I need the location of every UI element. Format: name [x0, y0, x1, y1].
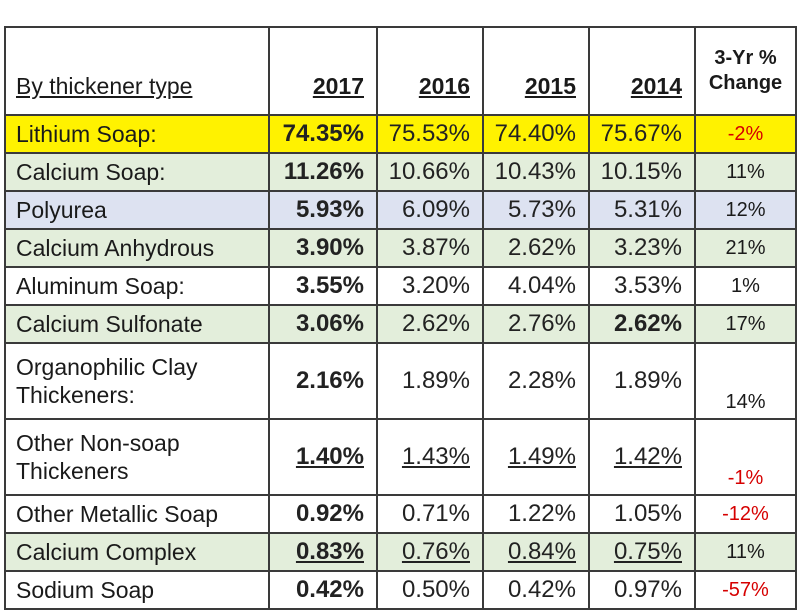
table-row: Calcium Sulfonate 3.06% 2.62% 2.76% 2.62… — [4, 304, 797, 344]
value-2014: 1.89% — [588, 342, 696, 420]
value-2014: 0.75% — [588, 532, 696, 572]
value-2015: 0.42% — [482, 570, 590, 610]
value-2017: 1.40% — [268, 418, 378, 496]
row-label: Other Metallic Soap — [4, 494, 270, 534]
table-row: Sodium Soap 0.42% 0.50% 0.42% 0.97% -57% — [4, 570, 797, 610]
change-value: 11% — [694, 532, 797, 572]
value-2016: 0.71% — [376, 494, 484, 534]
year-2016-header: 2016 — [376, 26, 484, 116]
value-2014: 5.31% — [588, 190, 696, 230]
thickener-table-container: By thickener type 2017 2016 2015 2014 3-… — [4, 26, 797, 610]
value-2017: 3.06% — [268, 304, 378, 344]
change-value: -2% — [694, 114, 797, 154]
value-2017: 5.93% — [268, 190, 378, 230]
change-value: 1% — [694, 266, 797, 306]
value-2016: 1.43% — [376, 418, 484, 496]
value-2017: 3.90% — [268, 228, 378, 268]
value-2016: 3.20% — [376, 266, 484, 306]
table-row: Other Non-soap Thickeners 1.40% 1.43% 1.… — [4, 418, 797, 496]
change-value: 11% — [694, 152, 797, 192]
value-2016: 2.62% — [376, 304, 484, 344]
change-column-header: 3-Yr % Change — [694, 26, 797, 116]
row-label: Calcium Complex — [4, 532, 270, 572]
value-2014: 1.05% — [588, 494, 696, 534]
row-label: Lithium Soap: — [4, 114, 270, 154]
value-2014: 3.23% — [588, 228, 696, 268]
row-label: Polyurea — [4, 190, 270, 230]
value-2015: 74.40% — [482, 114, 590, 154]
table-row: Calcium Anhydrous 3.90% 3.87% 2.62% 3.23… — [4, 228, 797, 268]
table-row: Calcium Soap: 11.26% 10.66% 10.43% 10.15… — [4, 152, 797, 192]
table-row: Calcium Complex 0.83% 0.76% 0.84% 0.75% … — [4, 532, 797, 572]
value-2016: 0.50% — [376, 570, 484, 610]
value-2014: 0.97% — [588, 570, 696, 610]
row-label: Calcium Soap: — [4, 152, 270, 192]
value-2014: 75.67% — [588, 114, 696, 154]
row-label: Organophilic Clay Thickeners: — [4, 342, 270, 420]
value-2017: 0.83% — [268, 532, 378, 572]
value-2016: 75.53% — [376, 114, 484, 154]
value-2017: 74.35% — [268, 114, 378, 154]
row-label: Aluminum Soap: — [4, 266, 270, 306]
type-column-header: By thickener type — [4, 26, 270, 116]
value-2015: 2.62% — [482, 228, 590, 268]
value-2015: 1.22% — [482, 494, 590, 534]
value-2017: 3.55% — [268, 266, 378, 306]
thickener-share-table: By thickener type 2017 2016 2015 2014 3-… — [4, 26, 797, 610]
value-2015: 4.04% — [482, 266, 590, 306]
change-value: 17% — [694, 304, 797, 344]
value-2017: 11.26% — [268, 152, 378, 192]
value-2015: 0.84% — [482, 532, 590, 572]
value-2017: 2.16% — [268, 342, 378, 420]
table-row: Polyurea 5.93% 6.09% 5.73% 5.31% 12% — [4, 190, 797, 230]
row-label: Calcium Anhydrous — [4, 228, 270, 268]
value-2015: 10.43% — [482, 152, 590, 192]
table-row: Aluminum Soap: 3.55% 3.20% 4.04% 3.53% 1… — [4, 266, 797, 306]
change-value: 14% — [694, 342, 797, 420]
value-2016: 0.76% — [376, 532, 484, 572]
value-2017: 0.92% — [268, 494, 378, 534]
row-label: Other Non-soap Thickeners — [4, 418, 270, 496]
value-2016: 10.66% — [376, 152, 484, 192]
value-2015: 5.73% — [482, 190, 590, 230]
change-value: 12% — [694, 190, 797, 230]
value-2014: 2.62% — [588, 304, 696, 344]
change-value: -12% — [694, 494, 797, 534]
value-2016: 6.09% — [376, 190, 484, 230]
change-value: -57% — [694, 570, 797, 610]
value-2014: 10.15% — [588, 152, 696, 192]
value-2015: 2.76% — [482, 304, 590, 344]
value-2016: 1.89% — [376, 342, 484, 420]
year-2017-header: 2017 — [268, 26, 378, 116]
table-row: Lithium Soap: 74.35% 75.53% 74.40% 75.67… — [4, 114, 797, 154]
header-row: By thickener type 2017 2016 2015 2014 3-… — [4, 26, 797, 116]
value-2017: 0.42% — [268, 570, 378, 610]
value-2016: 3.87% — [376, 228, 484, 268]
value-2014: 3.53% — [588, 266, 696, 306]
value-2015: 1.49% — [482, 418, 590, 496]
change-value: -1% — [694, 418, 797, 496]
year-2014-header: 2014 — [588, 26, 696, 116]
year-2015-header: 2015 — [482, 26, 590, 116]
table-row: Other Metallic Soap 0.92% 0.71% 1.22% 1.… — [4, 494, 797, 534]
table-row: Organophilic Clay Thickeners: 2.16% 1.89… — [4, 342, 797, 420]
change-value: 21% — [694, 228, 797, 268]
value-2015: 2.28% — [482, 342, 590, 420]
row-label: Calcium Sulfonate — [4, 304, 270, 344]
value-2014: 1.42% — [588, 418, 696, 496]
row-label: Sodium Soap — [4, 570, 270, 610]
